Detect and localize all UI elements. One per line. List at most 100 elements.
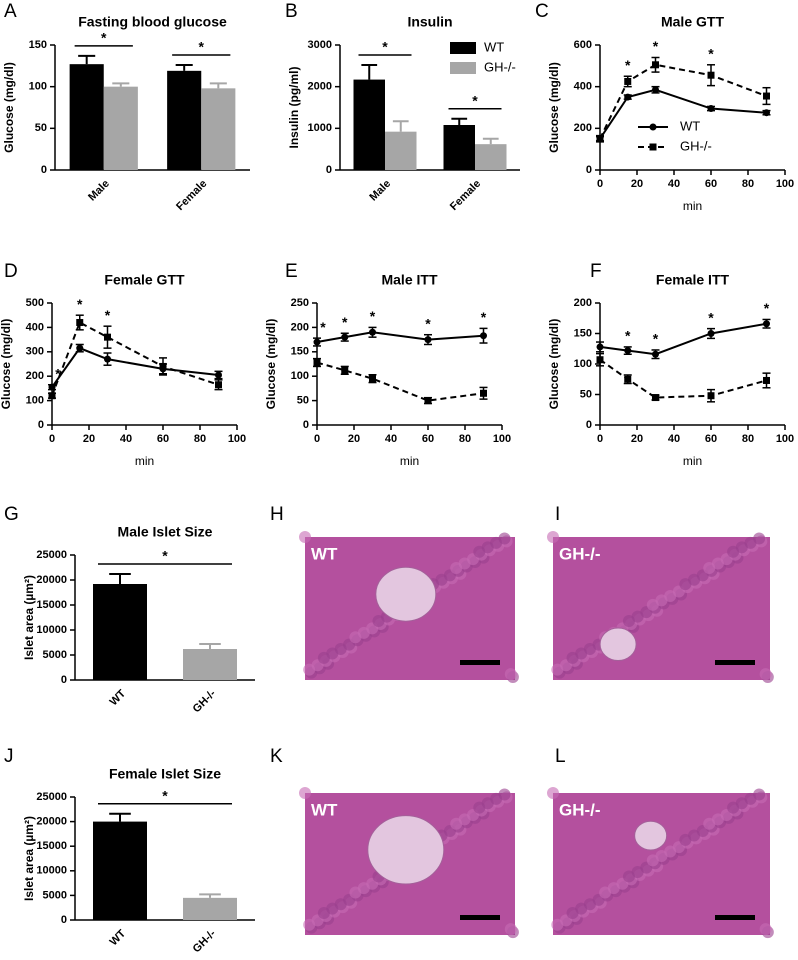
texture: [317, 651, 330, 664]
y-tick-label: 10000: [36, 624, 67, 636]
point: [104, 355, 111, 363]
y-tick-label: 150: [574, 327, 592, 339]
error-bar: [209, 82, 227, 89]
significance-mark: *: [162, 787, 168, 803]
texture: [299, 531, 311, 543]
error-bar: [361, 64, 378, 80]
y-tick-label: 25000: [36, 791, 67, 803]
error-bar: [482, 137, 499, 145]
y-tick-label: 0: [326, 164, 332, 176]
y-tick-label: 300: [26, 346, 44, 358]
bar: [353, 79, 385, 170]
scale-bar: [460, 660, 500, 665]
bar: [69, 64, 104, 170]
y-tick-label: 50: [35, 122, 47, 134]
x-tick-label: 100: [228, 433, 246, 445]
texture: [317, 907, 330, 920]
y-tick-label: 200: [291, 321, 309, 333]
texture: [551, 663, 564, 676]
point: [652, 61, 659, 69]
scale-bar: [715, 915, 755, 920]
legend-label: GH-/-: [680, 138, 712, 153]
significance-mark: *: [55, 365, 61, 381]
y-tick-label: 150: [29, 39, 47, 51]
y-tick-label: 1000: [308, 122, 332, 134]
point: [707, 392, 715, 400]
x-axis-label: min: [683, 199, 702, 213]
x-tick-label: 60: [157, 433, 169, 445]
y-axis-label: Glucose (mg/dl): [264, 319, 278, 410]
y-tick-label: 15000: [36, 599, 67, 611]
x-tick-label: 40: [120, 433, 132, 445]
point: [48, 392, 56, 400]
chart-title: Male Islet Size: [118, 524, 213, 540]
panel-letter: A: [4, 1, 17, 22]
significance-mark: *: [653, 38, 659, 54]
significance-mark: *: [320, 319, 326, 335]
y-tick-label: 3000: [308, 39, 332, 51]
y-tick-label: 0: [586, 419, 592, 431]
y-tick-label: 5000: [43, 889, 67, 901]
bar: [475, 144, 507, 170]
y-tick-label: 2000: [308, 81, 332, 93]
error-bar: [78, 54, 96, 65]
legend-swatch: [450, 62, 476, 74]
y-tick-label: 200: [574, 122, 592, 134]
x-tick-label: 80: [742, 178, 754, 190]
x-tick-label: 60: [422, 433, 434, 445]
texture: [646, 854, 659, 867]
y-tick-label: 10000: [36, 865, 67, 877]
islet: [634, 820, 668, 851]
texture: [504, 923, 517, 936]
error-bar: [451, 117, 468, 125]
bar: [93, 584, 147, 680]
x-tick-label: 20: [631, 178, 643, 190]
line: [599, 63, 767, 140]
image-label: GH-/-: [559, 544, 601, 563]
significance-mark: *: [708, 45, 714, 61]
significance-mark: *: [425, 315, 431, 331]
y-tick-label: 500: [26, 297, 44, 309]
x-tick-label: 100: [776, 433, 794, 445]
point: [763, 92, 770, 100]
texture: [450, 561, 463, 574]
x-tick-label: 60: [705, 178, 717, 190]
image-label: WT: [311, 800, 338, 819]
significance-mark: *: [382, 39, 388, 55]
legend-label: WT: [484, 39, 504, 54]
panel-letter: J: [4, 746, 14, 767]
texture: [646, 598, 659, 611]
significance-mark: *: [653, 331, 659, 347]
y-axis-label: Islet area (µm²): [22, 575, 36, 660]
bar: [183, 649, 237, 680]
line: [51, 346, 219, 388]
x-tick-label: 20: [348, 433, 360, 445]
point: [596, 135, 604, 143]
y-tick-label: 0: [61, 674, 67, 686]
error-bar: [199, 643, 221, 649]
y-tick-label: 100: [29, 81, 47, 93]
chart-title: Female GTT: [104, 272, 185, 288]
chart-title: Male GTT: [661, 14, 724, 30]
scale-bar: [460, 915, 500, 920]
x-tick-label: 100: [493, 433, 511, 445]
point: [104, 333, 111, 341]
point: [48, 383, 56, 391]
panel-letter: H: [270, 504, 284, 525]
x-tick-label: 40: [385, 433, 397, 445]
texture: [679, 833, 692, 846]
error-bar: [109, 812, 131, 822]
y-tick-label: 400: [574, 81, 592, 93]
y-tick-label: 150: [291, 346, 309, 358]
point: [215, 371, 222, 379]
point: [596, 356, 604, 364]
panel-letter: L: [555, 746, 566, 767]
texture: [727, 545, 740, 558]
point: [624, 77, 632, 85]
significance-mark: *: [199, 39, 205, 55]
error-bar: [112, 82, 130, 87]
y-axis-label: Glucose (mg/dl): [0, 319, 13, 410]
x-tick-label: Female: [174, 178, 209, 213]
image-label: WT: [311, 544, 338, 563]
